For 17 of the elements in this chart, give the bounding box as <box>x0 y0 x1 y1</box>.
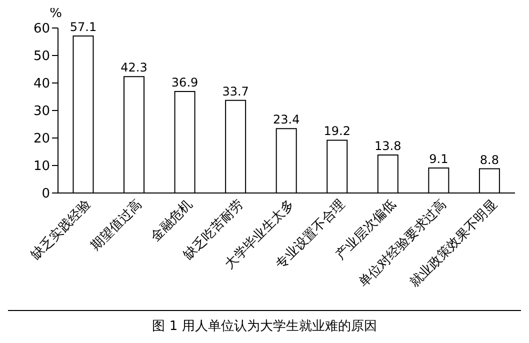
data-label: 8.8 <box>480 152 499 167</box>
y-tick-label: 30 <box>33 104 50 120</box>
y-tick-label: 50 <box>33 49 50 64</box>
data-label: 13.8 <box>374 139 402 154</box>
y-tick-label: 10 <box>33 159 50 174</box>
data-label: 57.1 <box>70 20 97 34</box>
y-tick-label: 60 <box>33 22 50 37</box>
data-label: 23.4 <box>272 112 300 127</box>
y-tick-label: 20 <box>33 132 50 147</box>
y-tick-label: 40 <box>33 76 50 92</box>
data-label: 9.1 <box>429 152 448 166</box>
data-label: 33.7 <box>222 84 249 98</box>
data-label: 19.2 <box>324 124 350 138</box>
caption: 图 1 用人单位认为大学生就业难的原因 <box>151 318 378 335</box>
data-label: 36.9 <box>171 76 198 90</box>
y-tick-label: 0 <box>42 186 50 202</box>
data-label: 42.3 <box>120 60 148 75</box>
